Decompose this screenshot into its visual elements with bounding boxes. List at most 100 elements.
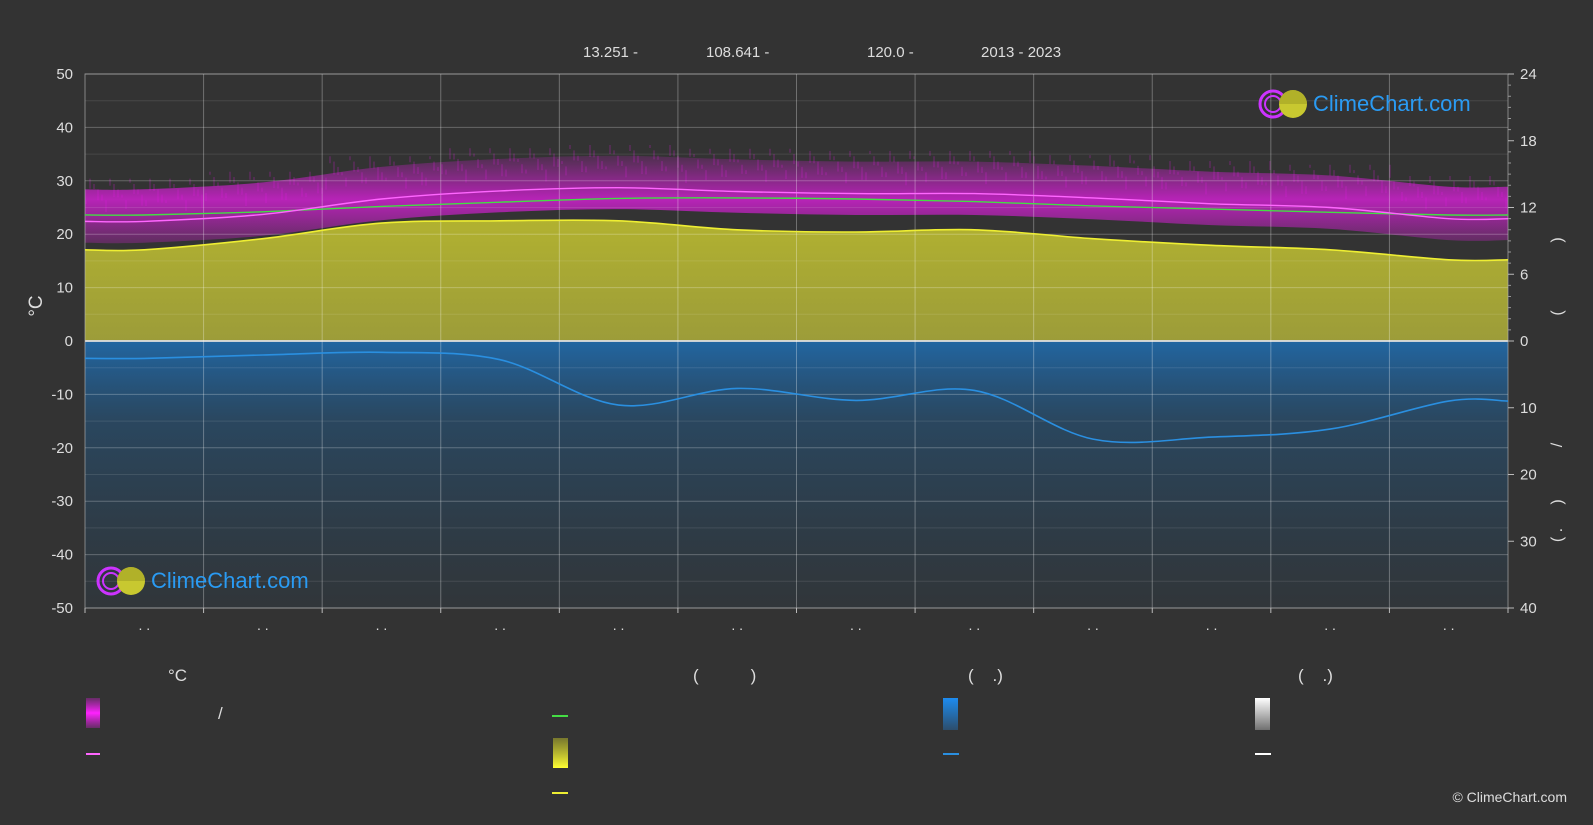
temperature-range-streak [165, 200, 167, 204]
temperature-range-streak [841, 166, 843, 172]
temperature-range-streak [1021, 166, 1023, 178]
temperature-range-streak [389, 156, 391, 166]
temperature-range-streak [1133, 160, 1135, 164]
temperature-range-streak [1441, 192, 1443, 196]
temperature-range-streak [1217, 171, 1219, 180]
temperature-range-streak [681, 164, 683, 172]
temperature-range-streak [321, 187, 323, 194]
temperature-range-streak [221, 187, 223, 198]
temperature-range-streak [1277, 175, 1279, 186]
temperature-range-streak [1025, 172, 1027, 179]
temperature-range-streak [101, 194, 103, 201]
temperature-range-streak [625, 166, 627, 178]
temperature-range-streak [129, 178, 131, 183]
temperature-range-streak [157, 189, 159, 203]
temperature-range-streak [717, 159, 719, 166]
temperature-range-streak [1437, 186, 1439, 195]
temperature-range-streak [561, 161, 563, 165]
temperature-range-streak [921, 166, 923, 171]
temperature-range-streak [805, 172, 807, 179]
temperature-range-streak [597, 155, 599, 169]
temperature-range-streak [197, 189, 199, 197]
temperature-range-streak [493, 153, 495, 165]
temperature-range-streak [417, 166, 419, 174]
sunshine-area [85, 220, 1508, 341]
temperature-range-streak [829, 150, 831, 160]
temperature-range-streak [97, 189, 99, 201]
temperature-range-streak [1077, 165, 1079, 173]
temperature-range-streak [341, 172, 343, 176]
temperature-range-streak [345, 177, 347, 187]
temperature-range-streak [813, 156, 815, 164]
header-elevation: 120.0 - [867, 44, 914, 61]
temperature-range-streak [953, 156, 955, 165]
temperature-range-streak [1381, 180, 1383, 193]
temperature-range-streak [1421, 192, 1423, 199]
temperature-range-streak [1473, 181, 1475, 189]
temperature-range-streak [525, 169, 527, 174]
temperature-range-streak [1325, 186, 1327, 192]
brand-logo-top[interactable]: ClimeChart.com [1257, 88, 1471, 120]
temperature-range-streak [665, 166, 667, 172]
temperature-range-streak [581, 161, 583, 173]
temperature-range-streak [141, 194, 143, 206]
temperature-range-streak [729, 148, 731, 162]
temperature-range-streak [993, 156, 995, 170]
left-axis-label: °C [26, 295, 47, 316]
temperature-range-streak [1345, 186, 1347, 200]
temperature-range-streak [541, 164, 543, 171]
temperature-range-streak [305, 193, 307, 198]
temperature-range-streak [469, 148, 471, 157]
temperature-range-streak [333, 161, 335, 175]
temperature-range-streak [273, 177, 275, 189]
temperature-range-streak [397, 166, 399, 177]
temperature-range-streak [913, 156, 915, 160]
temperature-range-streak [1193, 166, 1195, 172]
temperature-range-streak [177, 189, 179, 200]
temperature-range-streak [621, 161, 623, 167]
x-axis-month-label: . . [1206, 617, 1218, 633]
left-axis-tick-label: -30 [51, 493, 73, 510]
temperature-range-streak [1237, 171, 1239, 177]
temperature-range-streak [1261, 177, 1263, 186]
temperature-range-streak [713, 154, 715, 166]
legend-swatch-sunshine [553, 738, 568, 768]
temperature-range-streak [449, 148, 451, 160]
brand-logo-bottom[interactable]: ClimeChart.com [95, 565, 309, 597]
temperature-range-streak [645, 166, 647, 175]
temperature-range-streak [637, 155, 639, 163]
temperature-range-streak [837, 161, 839, 172]
temperature-range-streak [1457, 186, 1459, 192]
temperature-range-streak [329, 156, 331, 164]
temperature-range-streak [1481, 192, 1483, 201]
x-axis-month-label: . . [257, 617, 269, 633]
header-years: 2013 - 2023 [981, 44, 1062, 61]
temperature-range-streak [749, 148, 751, 159]
temperature-range-streak [945, 172, 947, 180]
temperature-range-streak [617, 155, 619, 166]
right-axis-bottom-tick-label: 40 [1520, 600, 1537, 617]
temperature-range-streak [1401, 192, 1403, 202]
temperature-range-streak [965, 172, 967, 177]
temperature-range-streak [1253, 166, 1255, 174]
temperature-range-streak [577, 155, 579, 161]
temperature-range-streak [1353, 170, 1355, 174]
temperature-range-streak [405, 177, 407, 189]
temperature-range-streak [365, 177, 367, 184]
temperature-range-streak [213, 177, 215, 187]
x-axis-month-label: . . [376, 617, 388, 633]
temperature-range-streak [721, 164, 723, 177]
left-axis-tick-label: 10 [56, 280, 73, 297]
right-axis-top-tick-label: 24 [1520, 66, 1537, 83]
temperature-range-streak [337, 166, 339, 175]
temperature-range-streak [545, 169, 547, 182]
temperature-range-streak [781, 164, 783, 168]
temperature-range-streak [301, 187, 303, 197]
temperature-range-streak [929, 150, 931, 156]
temperature-range-streak [1489, 175, 1491, 185]
x-axis-month-label: . . [850, 617, 862, 633]
temperature-range-streak [1389, 164, 1391, 178]
temperature-range-streak [473, 153, 475, 157]
temperature-range-streak [1137, 165, 1139, 175]
